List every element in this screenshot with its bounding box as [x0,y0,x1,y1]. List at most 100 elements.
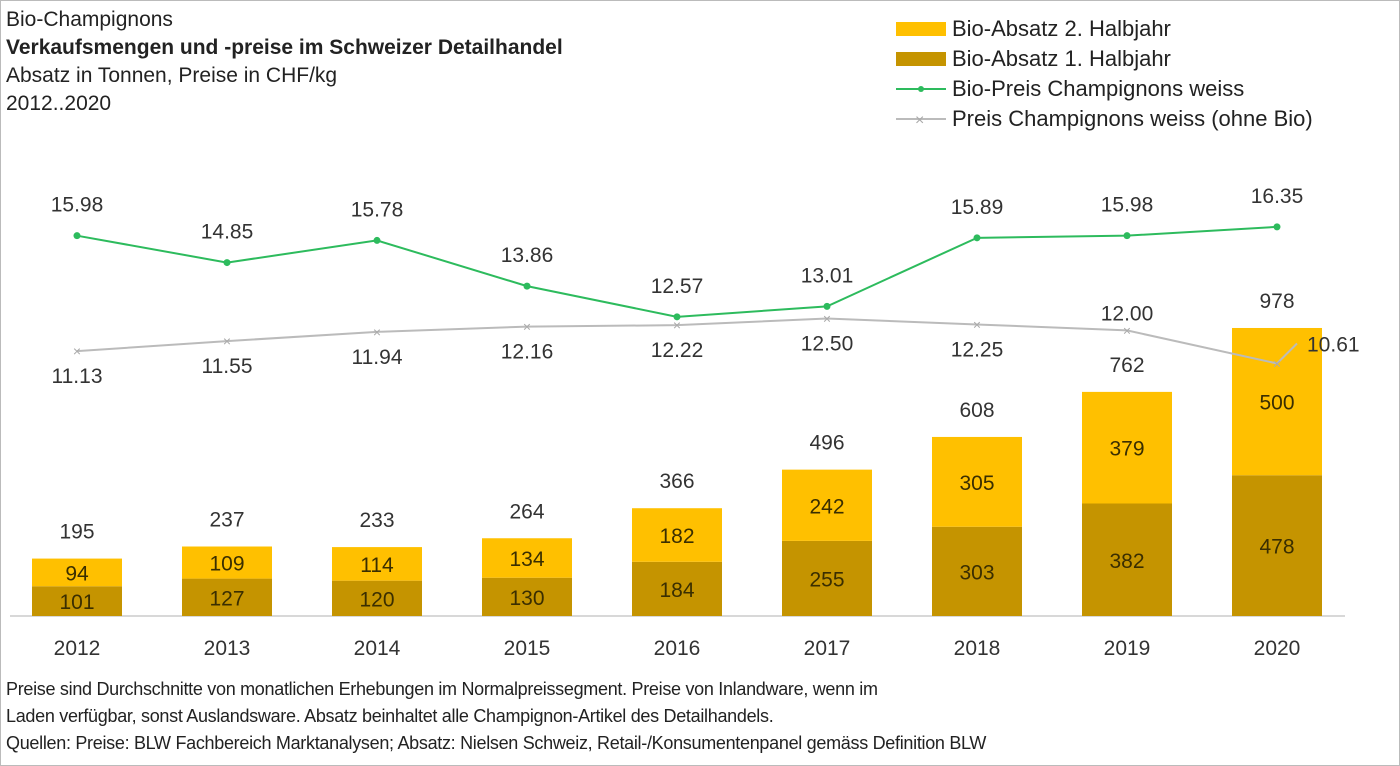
bar-label-h1: 303 [959,561,994,584]
chart-title: Verkaufsmengen und -preise im Schweizer … [6,36,563,59]
price-label: 11.94 [352,346,403,369]
legend-swatch-icon [896,52,946,66]
bar-total-label: 264 [509,500,544,523]
bar-total-label: 233 [359,509,394,532]
price-label: 12.16 [501,341,554,364]
bar-segment-h2 [32,558,122,587]
price-label: 12.22 [651,339,704,362]
price-label: 10.61 [1307,333,1360,356]
x-tick-label: 2015 [504,637,551,660]
chart-header: Bio-Champignons Verkaufsmengen und -prei… [6,6,563,118]
chart-period: 2012..2020 [6,92,112,115]
bio-price-label: 13.86 [501,244,554,267]
bar-label-h1: 101 [59,591,94,614]
bar-segment-h1 [32,586,122,616]
bar-total-label: 608 [959,399,994,422]
legend-line-x-icon [896,106,946,136]
legend-item-price: Preis Champignons weiss (ohne Bio) [896,104,1313,136]
bar-label-h2: 114 [360,554,394,577]
price-line-bio [76,225,1278,318]
price-point-x: × [823,311,831,327]
price-point-x: × [73,343,81,359]
bio-price-label: 16.35 [1251,185,1304,208]
chart-footnote: Preise sind Durchschnitte von monatliche… [6,676,986,757]
bar-segment-h2 [182,546,272,579]
bar-segment-h1 [332,580,422,616]
bar-segment-h1 [182,578,272,616]
legend-line-dot-icon [896,82,946,96]
legend-label: Bio-Absatz 1. Halbjahr [952,46,1171,71]
x-tick-label: 2012 [54,637,101,660]
price-label: 12.00 [1101,302,1154,325]
bar-segment-h1 [782,540,872,616]
bio-price-label: 15.78 [351,198,404,221]
bar-segment-h2 [1082,391,1172,504]
bar-label-h2: 379 [1109,438,1144,461]
x-tick-label: 2017 [804,637,851,660]
x-tick-label: 2013 [204,637,251,660]
footnote-line: Preise sind Durchschnitte von monatliche… [6,679,878,699]
bar-segment-h2 [932,436,1022,527]
bar-label-h2: 305 [959,472,994,495]
legend-label: Bio-Preis Champignons weiss [952,76,1245,101]
bar-total-label: 496 [809,432,844,455]
bio-price-point [523,282,531,290]
bar-segment-h2 [632,508,722,562]
chart-units: Absatz in Tonnen, Preise in CHF/kg [6,64,338,87]
price-point-x: × [523,319,531,335]
price-point-x: × [1123,322,1131,338]
bio-price-point [73,232,81,240]
bio-price-point [973,234,981,242]
bar-total-label: 195 [59,521,94,544]
bar-segment-h1 [1082,503,1172,616]
price-label: 11.55 [202,355,253,378]
price-label: 12.25 [951,338,1004,361]
legend-item-bio-price: Bio-Preis Champignons weiss [896,74,1313,104]
bar-label-h2: 500 [1259,392,1294,415]
price-point-x: × [373,324,381,340]
bar-label-h1: 478 [1259,536,1294,559]
footnote-line: Quellen: Preise: BLW Fachbereich Marktan… [6,733,987,753]
bar-label-h2: 242 [809,495,844,518]
bar-total-label: 237 [209,508,244,531]
bar-label-h1: 120 [359,588,394,611]
price-label: 12.50 [801,333,854,356]
bar-segment-h2 [782,469,872,541]
bio-price-point [223,259,231,267]
bar-total-label: 366 [659,470,694,493]
bar-label-h2: 182 [659,525,694,548]
chart-subject: Bio-Champignons [6,8,173,31]
footnote-line: Laden verfügbar, sonst Auslandsware. Abs… [6,706,774,726]
bar-label-h2: 94 [65,562,89,585]
bar-segment-h1 [1232,475,1322,616]
price-label: 11.13 [52,365,103,388]
x-tick-label: 2020 [1254,637,1301,660]
bio-price-point [373,236,381,244]
bio-price-label: 12.57 [651,275,704,298]
bar-label-h1: 127 [209,587,244,610]
bar-segment-h1 [932,526,1022,616]
legend-swatch-icon [896,22,946,36]
bar-label-h1: 255 [809,568,844,591]
bar-segment-h2 [482,538,572,578]
legend-item-bar1: Bio-Absatz 1. Halbjahr [896,44,1313,74]
bio-price-label: 15.98 [1101,194,1154,217]
bio-price-label: 15.89 [951,196,1004,219]
price-point-x: × [673,317,681,333]
legend-label: Bio-Absatz 2. Halbjahr [952,16,1171,41]
x-tick-label: 2018 [954,637,1001,660]
bar-segment-h1 [482,577,572,616]
bio-price-point [823,302,831,310]
bar-segment-h1 [632,561,722,616]
bar-label-h1: 382 [1109,550,1144,573]
price-point-x: × [1273,355,1281,371]
bar-segment-h2 [1232,327,1322,476]
bar-total-label: 978 [1259,290,1294,313]
bar-label-h2: 134 [509,548,544,571]
bio-price-point [1273,223,1281,231]
x-tick-label: 2016 [654,637,701,660]
bio-price-point [1123,232,1131,240]
x-tick-label: 2019 [1104,637,1151,660]
bio-price-label: 14.85 [201,221,254,244]
